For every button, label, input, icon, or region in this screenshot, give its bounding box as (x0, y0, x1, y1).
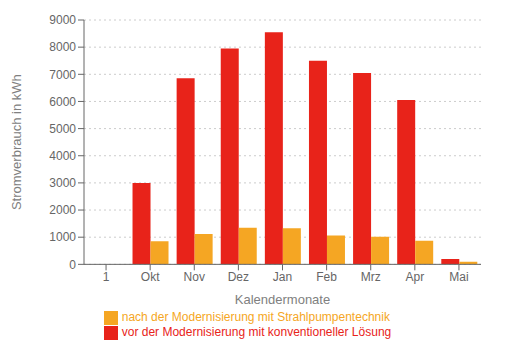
svg-text:Kalendermonate: Kalendermonate (235, 292, 330, 307)
html-text:nach der Modernisierung mit St: nach der Modernisierung mit Strahlpumpen… (121, 310, 390, 325)
svg-text:8000: 8000 (49, 40, 76, 54)
svg-text:6000: 6000 (49, 95, 76, 109)
svg-text:Apr: Apr (405, 270, 424, 284)
html-text:vor der Modernisierung mit kon: vor der Modernisierung mit konventionell… (121, 325, 392, 340)
svg-text:Jan: Jan (273, 270, 292, 284)
svg-text:3000: 3000 (49, 176, 76, 190)
svg-text:2000: 2000 (49, 203, 76, 217)
svg-text:1: 1 (103, 270, 110, 284)
svg-text:1000: 1000 (49, 230, 76, 244)
svg-text:Mrz: Mrz (361, 270, 381, 284)
svg-text:7000: 7000 (49, 68, 76, 82)
svg-text:5000: 5000 (49, 122, 76, 136)
svg-text:9000: 9000 (49, 13, 76, 27)
svg-text:Feb: Feb (316, 270, 337, 284)
svg-text:Dez: Dez (228, 270, 249, 284)
svg-text:Okt: Okt (141, 270, 160, 284)
svg-text:Nov: Nov (184, 270, 205, 284)
svg-text:Mai: Mai (449, 270, 468, 284)
svg-text:0: 0 (69, 258, 76, 272)
svg-text:Stromverbrauch in kWh: Stromverbrauch in kWh (9, 74, 24, 210)
svg-text:4000: 4000 (49, 149, 76, 163)
